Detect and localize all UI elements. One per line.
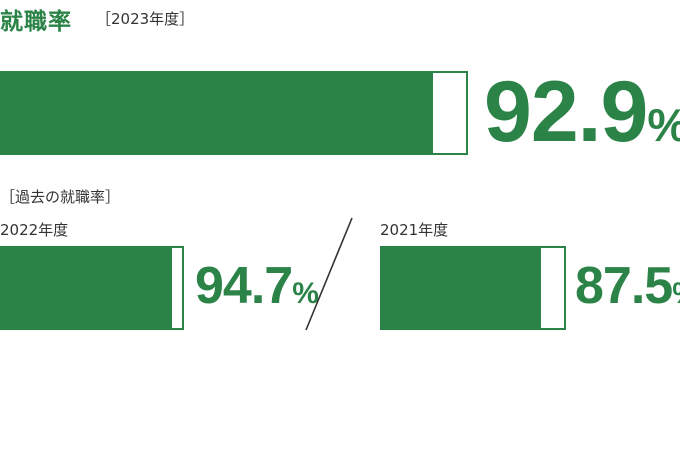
- value-number-2023: 92.9: [484, 64, 648, 160]
- bar-2023: [2, 73, 434, 153]
- bar-2022: [2, 248, 173, 328]
- value-label-2021: 87.5%: [575, 255, 680, 325]
- category-label-2022: 2022年度: [0, 221, 69, 239]
- chart-title: 就職率: [0, 9, 72, 35]
- value-unit-2022: %: [292, 277, 319, 310]
- value-label-2022: 94.7%: [195, 255, 319, 325]
- bar-track-2023: [0, 71, 468, 155]
- bar-2021: [382, 248, 542, 328]
- value-number-2022: 94.7: [195, 257, 293, 315]
- category-label-2021: 2021年度: [380, 221, 449, 239]
- value-unit-2021: %: [672, 277, 680, 310]
- divider-slash: [305, 217, 353, 331]
- value-number-2021: 87.5: [575, 257, 673, 315]
- past-rates-title: ［過去の就職率］: [0, 188, 121, 206]
- value-label-2023: 92.9%: [484, 64, 680, 173]
- bar-track-2022: [0, 246, 184, 330]
- bar-track-2021: [380, 246, 566, 330]
- value-unit-2023: %: [647, 99, 680, 151]
- chart-year-label: ［2023年度］: [96, 10, 195, 28]
